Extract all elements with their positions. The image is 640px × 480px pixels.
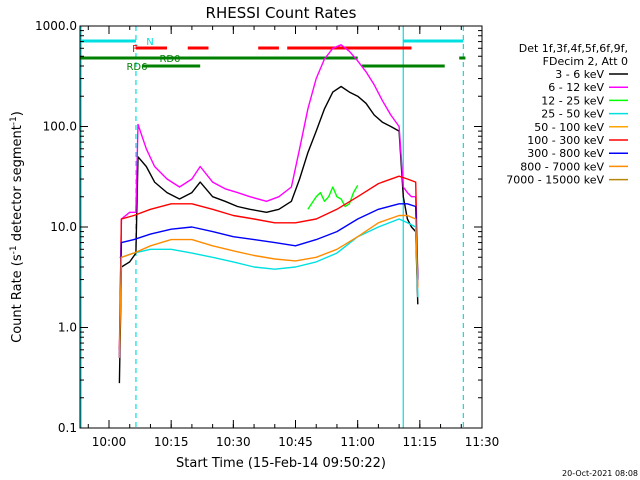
y-tick-label-4: 0.1 [58,421,77,435]
legend-label-2: 12 - 25 keV [541,94,604,107]
series-line-1 [118,44,419,358]
y-axis-label: Count Rate (s-1 detector segment-1) [9,111,25,343]
y-tick-label-1: 100.0 [43,120,77,134]
date-stamp: 20-Oct-2021 08:08 [562,469,638,478]
x-tick-label-6: 11:30 [465,435,500,449]
y-tick-label-3: 1.0 [58,321,77,335]
legend-label-5: 100 - 300 keV [527,134,604,147]
data-series [118,44,419,384]
x-tick-label-3: 10:45 [278,435,313,449]
legend-label-0: 3 - 6 keV [555,68,604,81]
series-line-5 [118,175,419,350]
x-tick-label-1: 10:15 [154,435,189,449]
legend-label-7: 800 - 7000 keV [520,160,604,173]
flag-label-rd6: RD6 [126,62,147,73]
legend-header-line-2: FDecim 2, Att 0 [543,55,628,68]
flag-bars: NF RD0 RD6 [80,37,466,73]
y-tick-label-2: 10.0 [50,220,77,234]
legend-label-6: 300 - 800 keV [527,147,604,160]
series-line-0 [118,85,419,384]
legend-label-8: 7000 - 15000 keV [506,174,604,187]
chart-title: RHESSI Count Rates [206,4,357,22]
y-tick-label-0: 1000.0 [35,19,77,33]
flag-label-n: N [146,37,153,48]
series-line-3 [119,218,419,298]
legend-label-3: 25 - 50 keV [541,108,604,121]
series-line-6 [118,203,419,358]
legend-label-4: 50 - 100 keV [534,121,604,134]
legend-label-1: 6 - 12 keV [548,81,604,94]
x-tick-label-2: 10:30 [216,435,251,449]
flag-label-rd0: RD0 [159,54,180,65]
x-axis-label: Start Time (15-Feb-14 09:50:22) [176,456,386,471]
x-tick-label-4: 11:00 [340,435,375,449]
legend-header-line-1: Det 1f,3f,4f,5f,6f,9f, [519,42,628,55]
x-tick-label-0: 10:00 [92,435,127,449]
legend: Det 1f,3f,4f,5f,6f,9f, FDecim 2, Att 0 3… [506,42,628,187]
x-axis-ticks: 10:00 10:15 10:30 10:45 11:00 11:15 11:30 [87,26,500,449]
series-line-7 [118,214,419,358]
x-tick-label-5: 11:15 [403,435,438,449]
y-axis-ticks: 1000.0 100.0 10.0 1.0 0.1 [35,19,482,435]
flag-label-f: F [132,44,138,55]
